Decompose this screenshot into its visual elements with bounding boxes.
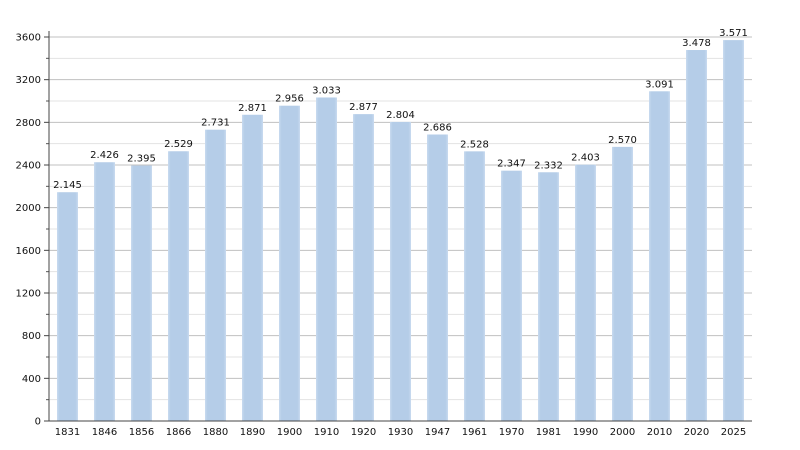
- x-tick-label-1961: 1961: [462, 427, 487, 438]
- data-label-1890: 2.871: [238, 103, 267, 114]
- bars: [57, 40, 744, 422]
- x-tick-label-1890: 1890: [240, 427, 265, 438]
- bar-1900: [279, 105, 300, 422]
- y-tick-label: 3200: [16, 75, 41, 86]
- bar-1856: [131, 165, 152, 421]
- bar-2000: [612, 146, 633, 421]
- data-label-2010: 3.091: [645, 79, 674, 90]
- x-tick-label-2010: 2010: [647, 427, 672, 438]
- x-tick-label-1981: 1981: [536, 427, 561, 438]
- y-tick-label: 800: [22, 331, 41, 342]
- bar-1846: [94, 162, 115, 421]
- data-label-1831: 2.145: [53, 180, 82, 191]
- data-label-1930: 2.804: [386, 110, 415, 121]
- data-label-2000: 2.570: [608, 135, 637, 146]
- x-tick-label-2025: 2025: [721, 427, 746, 438]
- bar-1880: [205, 129, 226, 421]
- data-label-1981: 2.332: [534, 160, 563, 171]
- x-tick-label-1866: 1866: [166, 427, 191, 438]
- y-tick-label: 2000: [16, 203, 41, 214]
- x-tick-label-1910: 1910: [314, 427, 339, 438]
- x-tick-label-2000: 2000: [610, 427, 635, 438]
- x-tick-label-1856: 1856: [129, 427, 154, 438]
- bar-1866: [168, 151, 189, 422]
- data-label-1990: 2.403: [571, 153, 600, 164]
- x-tick-label-1930: 1930: [388, 427, 413, 438]
- x-tick-label-1947: 1947: [425, 427, 450, 438]
- x-tick-label-2020: 2020: [684, 427, 709, 438]
- data-label-1856: 2.395: [127, 154, 156, 165]
- x-tick-label-1900: 1900: [277, 427, 302, 438]
- data-label-1846: 2.426: [90, 150, 119, 161]
- bar-1930: [390, 121, 411, 421]
- bar-1947: [427, 134, 448, 421]
- bar-1961: [464, 151, 485, 421]
- data-label-1900: 2.956: [275, 94, 304, 105]
- bar-2025: [723, 40, 744, 422]
- data-label-1880: 2.731: [201, 118, 230, 129]
- x-tick-label-1970: 1970: [499, 427, 524, 438]
- bar-1970: [501, 170, 522, 421]
- bar-2020: [686, 50, 707, 421]
- data-label-1961: 2.528: [460, 139, 489, 150]
- x-tick-label-1846: 1846: [92, 427, 117, 438]
- data-label-2020: 3.478: [682, 38, 711, 49]
- x-tick-label-1920: 1920: [351, 427, 376, 438]
- data-label-2025: 3.571: [719, 28, 748, 39]
- bar-1910: [316, 97, 337, 421]
- y-tick-label: 3600: [16, 33, 41, 44]
- data-label-1947: 2.686: [423, 122, 452, 133]
- y-tick-label: 400: [22, 374, 41, 385]
- bar-2010: [649, 91, 670, 421]
- y-tick-label: 2400: [16, 161, 41, 172]
- data-label-1970: 2.347: [497, 159, 526, 170]
- bar-1990: [575, 164, 596, 421]
- y-tick-label: 0: [35, 417, 41, 428]
- data-label-1866: 2.529: [164, 139, 193, 150]
- x-tick-label-1990: 1990: [573, 427, 598, 438]
- data-label-1910: 3.033: [312, 85, 341, 96]
- y-tick-label: 1600: [16, 246, 41, 257]
- bar-1920: [353, 114, 374, 422]
- bar-1981: [538, 172, 559, 421]
- x-tick-label-1880: 1880: [203, 427, 228, 438]
- labels: 0 400 800 1200 1600 2000 2400 2800 3200 3600 2.145…: [16, 28, 748, 438]
- y-tick-label: 1200: [16, 289, 41, 300]
- data-label-1920: 2.877: [349, 102, 378, 113]
- axes: [44, 31, 752, 422]
- bar-1890: [242, 114, 263, 421]
- bar-1831: [57, 192, 78, 421]
- x-tick-label-1831: 1831: [55, 427, 80, 438]
- y-tick-label: 2800: [16, 118, 41, 129]
